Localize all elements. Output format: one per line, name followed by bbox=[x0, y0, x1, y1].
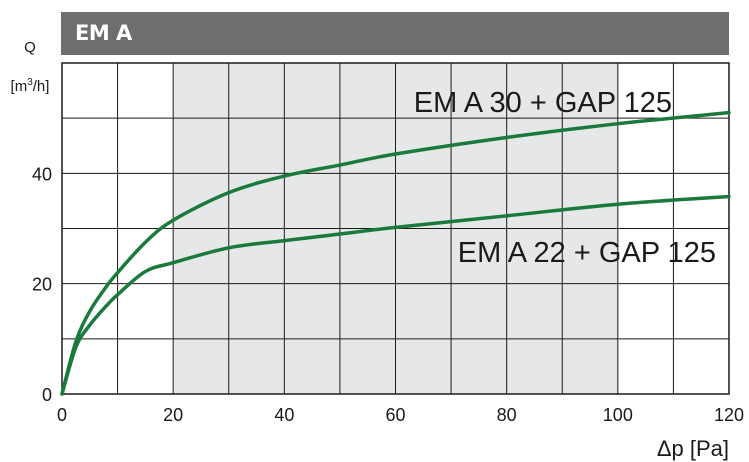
x-tick-label: 120 bbox=[714, 405, 744, 425]
series-label: EM A 22 + GAP 125 bbox=[458, 237, 716, 269]
chart-title: EM A bbox=[75, 21, 132, 45]
y-axis-unit: [m3/h] bbox=[11, 77, 50, 95]
y-tick-label: 20 bbox=[32, 275, 52, 295]
x-tick-label: 40 bbox=[274, 405, 294, 425]
y-tick-label: 40 bbox=[32, 164, 52, 184]
chart-title-bar: EM A bbox=[61, 12, 729, 55]
x-tick-label: 0 bbox=[57, 405, 67, 425]
y-axis-title: Q bbox=[24, 39, 36, 56]
x-tick-label: 20 bbox=[163, 405, 183, 425]
series-line bbox=[60, 194, 731, 396]
x-axis-title: Δp [Pa] bbox=[657, 436, 729, 461]
x-tick-label: 80 bbox=[497, 405, 517, 425]
x-tick-label: 60 bbox=[385, 405, 405, 425]
y-tick-label: 0 bbox=[42, 385, 52, 405]
x-tick-label: 100 bbox=[603, 405, 633, 425]
plot-frame bbox=[61, 62, 730, 395]
series-line bbox=[60, 110, 731, 396]
series-label: EM A 30 + GAP 125 bbox=[414, 87, 672, 119]
